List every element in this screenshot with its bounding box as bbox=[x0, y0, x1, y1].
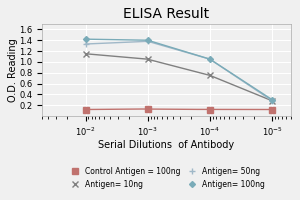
Control Antigen = 100ng bbox=[84, 108, 87, 111]
Antigen= 100ng bbox=[146, 39, 150, 41]
Antigen= 50ng bbox=[84, 43, 87, 45]
Antigen= 10ng bbox=[84, 53, 87, 55]
Control Antigen = 100ng bbox=[208, 108, 212, 111]
Antigen= 10ng bbox=[271, 100, 274, 102]
Line: Antigen= 100ng: Antigen= 100ng bbox=[83, 37, 274, 102]
Antigen= 50ng bbox=[146, 40, 150, 43]
Antigen= 10ng bbox=[146, 58, 150, 60]
Antigen= 100ng bbox=[208, 58, 212, 60]
Antigen= 10ng bbox=[208, 74, 212, 77]
Antigen= 50ng bbox=[208, 58, 212, 60]
Legend: Control Antigen = 100ng, Antigen= 10ng, Antigen= 50ng, Antigen= 100ng: Control Antigen = 100ng, Antigen= 10ng, … bbox=[65, 164, 268, 192]
X-axis label: Serial Dilutions  of Antibody: Serial Dilutions of Antibody bbox=[98, 140, 235, 150]
Title: ELISA Result: ELISA Result bbox=[123, 7, 210, 21]
Control Antigen = 100ng bbox=[146, 108, 150, 110]
Line: Control Antigen = 100ng: Control Antigen = 100ng bbox=[83, 106, 275, 112]
Antigen= 100ng bbox=[271, 99, 274, 101]
Antigen= 50ng bbox=[271, 100, 274, 102]
Line: Antigen= 10ng: Antigen= 10ng bbox=[82, 50, 276, 104]
Antigen= 100ng bbox=[84, 38, 87, 40]
Control Antigen = 100ng bbox=[271, 108, 274, 111]
Line: Antigen= 50ng: Antigen= 50ng bbox=[82, 38, 276, 104]
Y-axis label: O.D. Reading: O.D. Reading bbox=[8, 38, 18, 102]
